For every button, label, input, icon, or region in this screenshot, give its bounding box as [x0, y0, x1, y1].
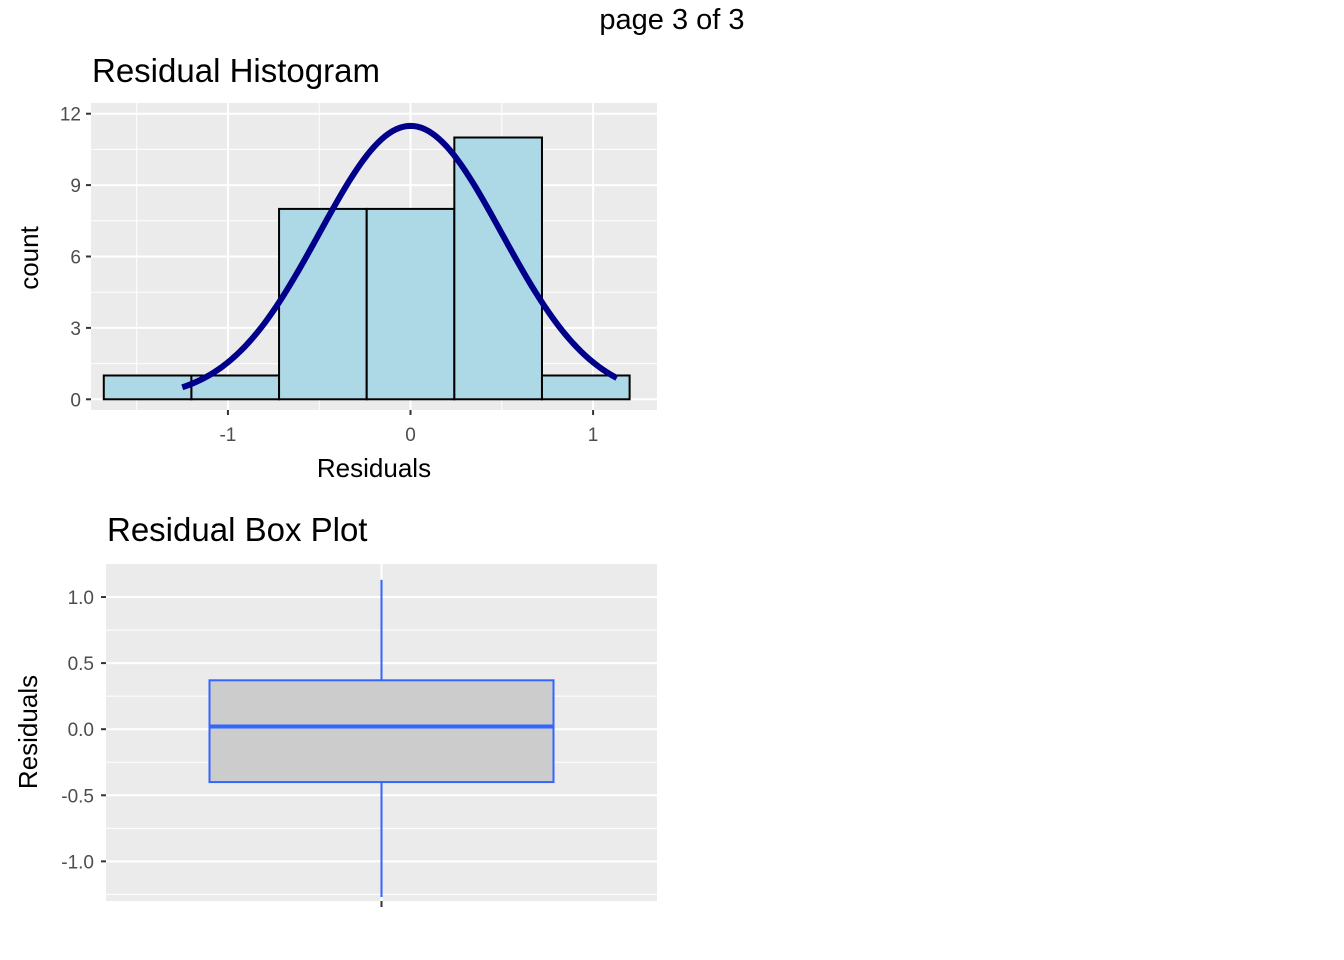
histogram-bar [365, 207, 456, 401]
page-header: page 3 of 3 [599, 4, 745, 36]
y-tick-label: 12 [60, 105, 81, 126]
x-tick-label: 0 [405, 425, 416, 446]
boxplot-marks [208, 579, 555, 907]
boxplot-chart: Residual Box Plot -1.0 -0.5 0.0 0.5 1.0 Resi… [13, 511, 657, 907]
histogram-y-ticks: 0 3 6 9 12 [60, 105, 91, 411]
histogram-bar [102, 374, 193, 401]
histogram-y-axis-title: count [14, 225, 44, 289]
normal-curve [181, 122, 619, 391]
boxplot-title: Residual Box Plot [107, 511, 367, 548]
boxplot-y-ticks: -1.0 -0.5 0.0 0.5 1.0 [61, 588, 106, 873]
y-tick-label: -0.5 [61, 786, 94, 807]
y-tick-label: 0.5 [68, 654, 94, 675]
histogram-x-axis-title: Residuals [317, 453, 431, 483]
histogram-title: Residual Histogram [92, 52, 380, 89]
histogram-bar [278, 207, 368, 401]
interquartile-box [208, 679, 555, 784]
histogram-chart: Residual Histogram -1 0 1 0 3 6 9 12 Residuals… [14, 52, 657, 483]
histogram-bar [453, 136, 543, 401]
histogram-bars [102, 136, 631, 401]
histogram-x-ticks: -1 0 1 [219, 410, 598, 446]
y-tick-label: 3 [70, 319, 81, 340]
x-tick-label: 1 [588, 425, 599, 446]
y-tick-label: 0.0 [68, 720, 94, 741]
y-tick-label: 9 [70, 176, 81, 197]
y-tick-label: 6 [70, 248, 81, 269]
y-tick-label: 1.0 [68, 588, 94, 609]
y-tick-label: -1.0 [61, 852, 94, 873]
histogram-bar [540, 374, 631, 401]
boxplot-y-axis-title: Residuals [13, 675, 43, 789]
y-tick-label: 0 [70, 390, 81, 411]
x-tick-label: -1 [219, 425, 236, 446]
